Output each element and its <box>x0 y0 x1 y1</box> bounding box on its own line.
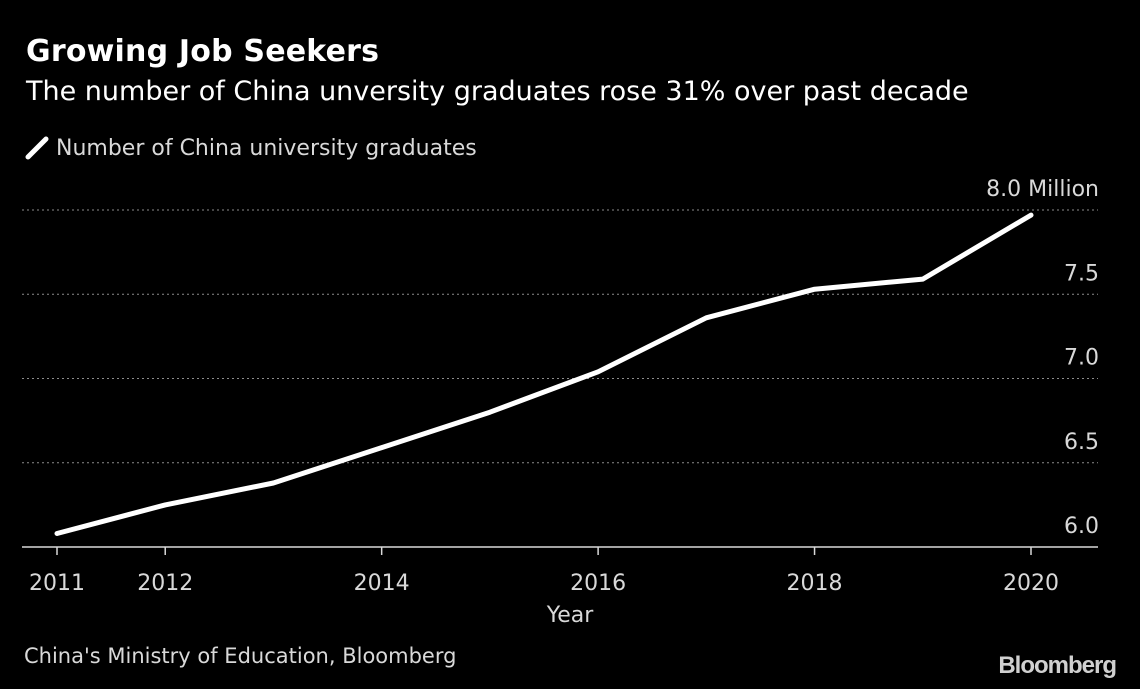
data-point <box>272 482 274 484</box>
x-tick-label: 2016 <box>570 571 626 596</box>
x-axis-title: Year <box>546 603 595 628</box>
x-tick-label: 2018 <box>787 571 843 596</box>
line-swatch-icon <box>25 136 49 160</box>
data-point <box>164 504 166 506</box>
bloomberg-logo: Bloomberg <box>998 652 1117 679</box>
y-tick-label: 6.5 <box>1064 430 1099 455</box>
legend: Number of China university graduates <box>24 133 477 163</box>
x-tick-label: 2011 <box>29 571 85 596</box>
chart-title: Growing Job Seekers <box>26 34 380 69</box>
source-note: China's Ministry of Education, Bloomberg <box>24 644 457 668</box>
data-point <box>489 411 491 413</box>
data-point <box>922 278 924 280</box>
chart-subtitle: The number of China unversity graduates … <box>26 76 969 107</box>
y-tick-label: 7.5 <box>1064 261 1099 286</box>
series-line <box>54 212 1034 536</box>
data-point <box>705 317 707 319</box>
data-point <box>381 447 383 449</box>
data-point <box>56 533 58 535</box>
y-tick-label: 6.0 <box>1064 514 1099 539</box>
y-tick-label: 8.0 Million <box>986 177 1099 202</box>
x-tick-label: 2014 <box>354 571 410 596</box>
legend-label: Number of China university graduates <box>56 135 477 161</box>
x-tick-label: 2020 <box>1003 571 1059 596</box>
x-tick-label: 2012 <box>137 571 193 596</box>
y-tick-label: 7.0 <box>1064 346 1099 371</box>
data-point <box>1030 214 1032 216</box>
data-point <box>597 371 599 373</box>
data-point <box>814 288 816 290</box>
